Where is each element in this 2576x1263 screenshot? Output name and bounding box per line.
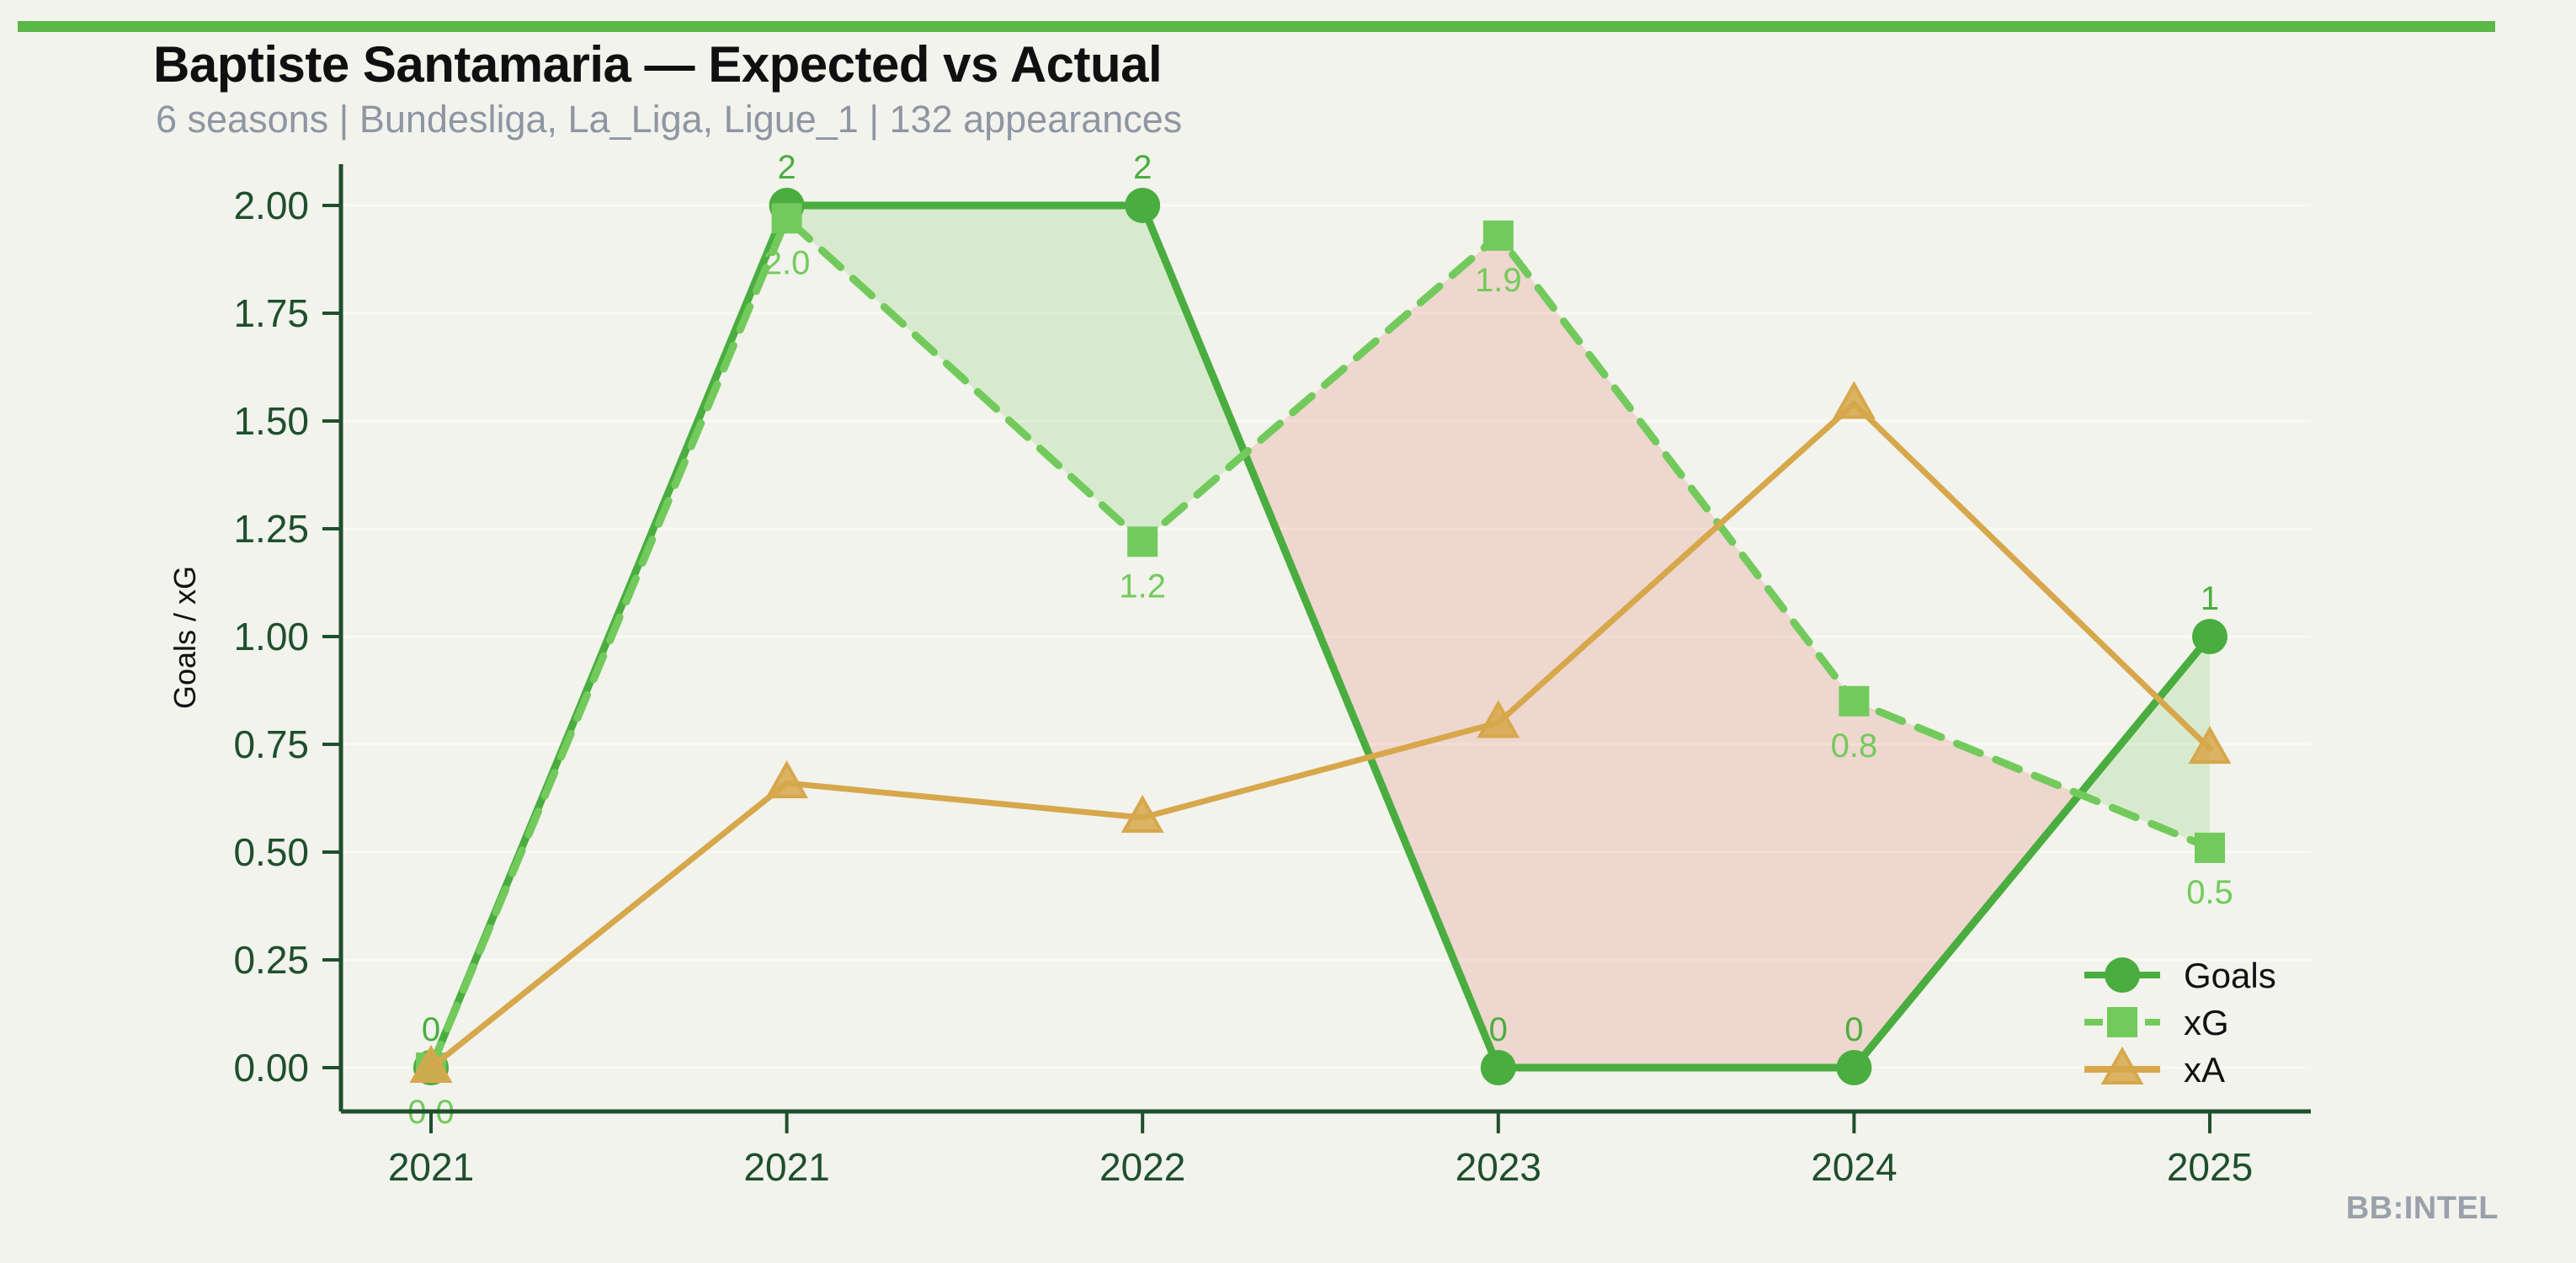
- legend-label: xA: [2184, 1050, 2225, 1090]
- xg-value-label: 0.8: [1831, 727, 1878, 765]
- x-tick-label: 2025: [2167, 1145, 2253, 1189]
- y-tick-label: 1.00: [233, 615, 309, 658]
- overperformance-fill: [2079, 637, 2210, 848]
- x-tick-label: 2024: [1811, 1145, 1897, 1189]
- goals-value-label: 2: [1133, 149, 1152, 186]
- xg-point-marker: [1127, 526, 1158, 557]
- xa-point-marker: [765, 760, 809, 799]
- xa-point-marker: [1120, 794, 1164, 834]
- overperformance-fill: [431, 205, 1245, 1068]
- goals-point-marker: [1125, 188, 1161, 223]
- chart-title: Baptiste Santamaria — Expected vs Actual: [153, 36, 1163, 93]
- xa-point-marker: [409, 1044, 453, 1083]
- y-tick-label: 1.50: [233, 399, 309, 443]
- legend-item-xa: xA: [2084, 1046, 2225, 1090]
- series-xa: [409, 381, 2232, 1083]
- accent-bar: [18, 21, 2495, 32]
- legend-item-goals: Goals: [2084, 956, 2276, 995]
- y-tick-label: 0.50: [233, 830, 309, 874]
- xg-point-marker: [2107, 1007, 2137, 1037]
- goals-point-marker: [2105, 957, 2140, 993]
- underperformance-fill: [1244, 235, 2080, 1068]
- goals-value-label: 2: [777, 149, 796, 186]
- y-tick-label: 0.25: [233, 938, 309, 982]
- xg-value-label: 2.0: [764, 244, 811, 281]
- legend-item-xg: xG: [2084, 1003, 2229, 1042]
- y-tick-label: 1.75: [233, 291, 309, 335]
- y-axis-title: Goals / xG: [168, 566, 202, 709]
- legend-label: Goals: [2184, 956, 2276, 995]
- goals-point-marker: [2192, 619, 2227, 654]
- y-tick-label: 0.00: [233, 1046, 309, 1090]
- goals-point-marker: [1480, 1050, 1516, 1085]
- brand-watermark: BB:INTEL: [2345, 1191, 2499, 1226]
- xg-point-marker: [1482, 220, 1514, 251]
- xg-value-label: 0.5: [2186, 874, 2233, 911]
- xa-line: [428, 401, 2213, 1071]
- xg-point-marker: [1839, 685, 1870, 717]
- goals-point-marker: [1836, 1050, 1872, 1085]
- xg-value-label: 1.2: [1119, 568, 1166, 605]
- xg-line: [427, 214, 2214, 1072]
- xg-value-label: 1.9: [1475, 262, 1522, 299]
- y-tick-label: 1.25: [233, 507, 309, 551]
- xg-point-marker: [771, 203, 802, 234]
- y-tick-label: 2.00: [233, 184, 309, 227]
- goals-value-label: 0: [422, 1011, 440, 1048]
- goals-line: [427, 201, 2214, 1072]
- x-tick-label: 2022: [1099, 1145, 1185, 1189]
- goals-value-label: 0: [1489, 1011, 1508, 1048]
- x-tick-label: 2021: [743, 1145, 829, 1189]
- legend-label: xG: [2184, 1003, 2229, 1042]
- chart-subtitle: 6 seasons | Bundesliga, La_Liga, Ligue_1…: [156, 98, 1183, 141]
- y-tick-label: 0.75: [233, 722, 309, 766]
- xa-point-marker: [1477, 700, 1520, 738]
- x-tick-label: 2023: [1456, 1145, 1541, 1189]
- xa-point-marker: [2100, 1046, 2144, 1084]
- series-xg: 0.02.01.21.90.80.5: [407, 203, 2233, 1131]
- xa-point-marker: [1832, 381, 1876, 419]
- xa-point-marker: [2188, 726, 2232, 765]
- xg-point-marker: [2195, 832, 2225, 863]
- goals-value-label: 0: [1844, 1011, 1863, 1048]
- x-tick-label: 2021: [388, 1145, 474, 1189]
- series-goals: 0 2 2 0 0 1: [413, 149, 2227, 1085]
- goals-value-label: 1: [2201, 580, 2219, 617]
